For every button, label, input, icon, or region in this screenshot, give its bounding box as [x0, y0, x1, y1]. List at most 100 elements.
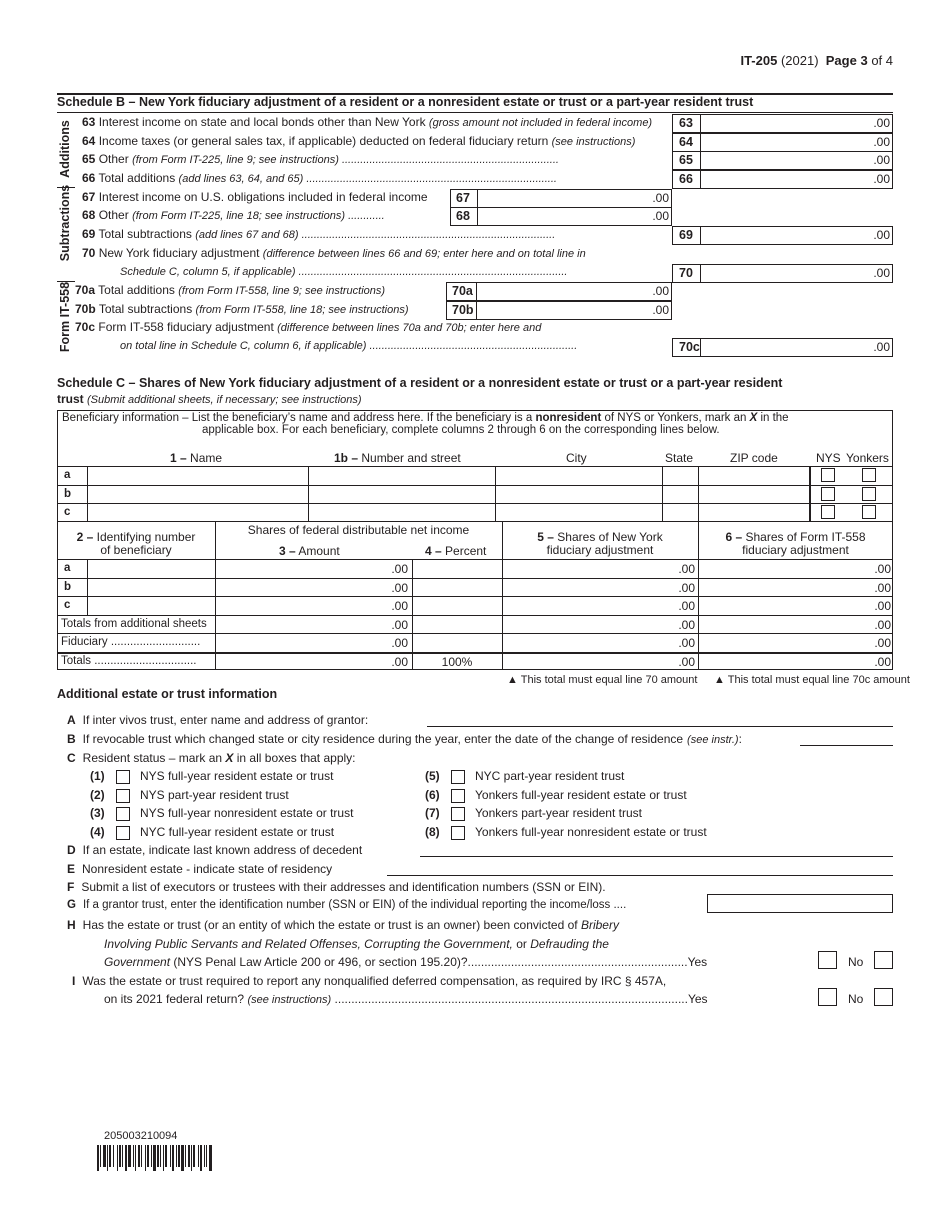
ny-share-field[interactable]: .00 [678, 617, 695, 632]
grantor-input[interactable] [427, 726, 893, 727]
zip-field[interactable] [698, 503, 809, 522]
i-yes-checkbox[interactable] [818, 988, 837, 1006]
col-amount-header: 3 – Amount [279, 544, 340, 558]
status-checkbox[interactable] [451, 770, 465, 784]
amount-field[interactable]: .00 [391, 617, 408, 632]
name-field[interactable] [87, 503, 308, 522]
ny-share-field[interactable]: .00 [678, 655, 695, 669]
ny-share-field[interactable]: .00 [678, 636, 695, 651]
street-field[interactable] [308, 503, 495, 522]
amount-field-70a[interactable]: .00 [476, 282, 672, 301]
line-65: 65 Other (from Form IT-225, line 9; see … [82, 152, 559, 166]
item-text: : [738, 732, 742, 746]
yonkers-checkbox[interactable] [862, 505, 876, 519]
row-letter: a [64, 469, 71, 481]
status-number: (4) [90, 824, 105, 839]
divider [87, 577, 88, 597]
field[interactable] [809, 466, 850, 485]
ny-share-field[interactable]: .00 [678, 562, 695, 576]
id-number-field[interactable] [87, 559, 215, 578]
h-no-checkbox[interactable] [874, 951, 893, 969]
street-field[interactable] [308, 466, 495, 485]
beneficiary-info-text: Beneficiary information – List the benef… [62, 412, 789, 424]
grantor-id-input[interactable] [707, 894, 893, 913]
ny-share-field[interactable]: .00 [678, 599, 695, 614]
i-no-checkbox[interactable] [874, 988, 893, 1006]
it558-share-field[interactable]: .00 [874, 655, 891, 669]
state-field[interactable] [662, 484, 698, 504]
amount-field-67[interactable]: .00 [477, 189, 672, 208]
status-number: (8) [425, 824, 440, 839]
street-field[interactable] [308, 484, 495, 504]
barcode-bar [119, 1145, 121, 1167]
it558-share-field[interactable]: .00 [874, 599, 891, 614]
h-yes-checkbox[interactable] [818, 951, 837, 969]
amount-field[interactable]: .00 [391, 599, 408, 614]
city-field[interactable] [495, 484, 662, 504]
col-label: Shares of New York [553, 530, 663, 544]
yonkers-checkbox[interactable] [862, 486, 876, 501]
nys-checkbox[interactable] [821, 486, 835, 501]
line-note: (see instructions) [551, 136, 636, 148]
zip-field[interactable] [698, 484, 809, 504]
amount-field-70c[interactable]: .00 [700, 338, 893, 357]
status-checkbox[interactable] [451, 788, 465, 803]
amount-field-63[interactable]: .00 [700, 114, 893, 133]
name-field[interactable] [87, 484, 308, 504]
field[interactable] [809, 484, 850, 504]
residence-change-date-input[interactable] [800, 745, 893, 746]
name-field[interactable] [87, 466, 308, 485]
status-checkbox[interactable] [116, 770, 130, 784]
decedent-address-input[interactable] [420, 856, 893, 857]
amount-field[interactable]: .00 [391, 562, 408, 576]
status-label: NYC full-year resident estate or trust [140, 824, 335, 839]
field[interactable] [809, 503, 850, 522]
item-text: Has the estate or trust (or an entity of… [82, 918, 581, 932]
item-text: ........................................… [331, 992, 708, 1006]
line-text: New York fiduciary adjustment [98, 246, 260, 260]
yonkers-checkbox[interactable] [862, 468, 876, 482]
nys-checkbox[interactable] [821, 468, 835, 482]
amount-field-70b[interactable]: .00 [476, 301, 672, 320]
it558-share-field[interactable]: .00 [874, 636, 891, 651]
status-checkbox[interactable] [116, 807, 130, 822]
id-number-field[interactable] [87, 578, 215, 597]
status-checkbox[interactable] [451, 807, 465, 822]
amount-field-69[interactable]: .00 [700, 226, 893, 245]
zip-field[interactable] [698, 466, 809, 485]
divider [698, 521, 699, 670]
item-letter: G [67, 899, 76, 911]
amount-field-65[interactable]: .00 [700, 151, 893, 170]
id-number-field[interactable] [87, 596, 215, 615]
amount-field-64[interactable]: .00 [700, 133, 893, 152]
item-I-line2: on its 2021 federal return? (see instruc… [104, 992, 708, 1006]
state-field[interactable] [662, 466, 698, 485]
state-of-residency-input[interactable] [387, 875, 893, 876]
status-checkbox[interactable] [451, 825, 465, 840]
nys-checkbox[interactable] [821, 505, 835, 519]
amount-field-68[interactable]: .00 [477, 207, 672, 226]
amount-field-70[interactable]: .00 [700, 264, 893, 283]
it558-share-field[interactable]: .00 [874, 562, 891, 576]
status-checkbox[interactable] [116, 825, 130, 840]
divider [57, 633, 893, 635]
state-field[interactable] [662, 503, 698, 522]
barcode-bar [133, 1145, 134, 1167]
amount-field[interactable]: .00 [391, 655, 408, 669]
amount-field[interactable]: .00 [391, 580, 408, 595]
amount-field-66[interactable]: .00 [700, 170, 893, 189]
col-no: 4 – [425, 544, 442, 558]
percent-field[interactable]: 100% [441, 655, 473, 669]
amount-field[interactable]: .00 [391, 636, 408, 651]
city-field[interactable] [495, 466, 662, 485]
item-letter: I [72, 974, 76, 988]
ny-share-field[interactable]: .00 [678, 580, 695, 595]
city-field[interactable] [495, 503, 662, 522]
barcode-bar [125, 1145, 127, 1171]
line-text: Interest income on U.S. obligations incl… [98, 190, 428, 204]
col-label: of beneficiary [100, 543, 172, 557]
it558-share-field[interactable]: .00 [874, 617, 891, 632]
it558-share-field[interactable]: .00 [874, 580, 891, 595]
status-checkbox[interactable] [116, 788, 130, 803]
beneficiary-table [57, 410, 893, 670]
